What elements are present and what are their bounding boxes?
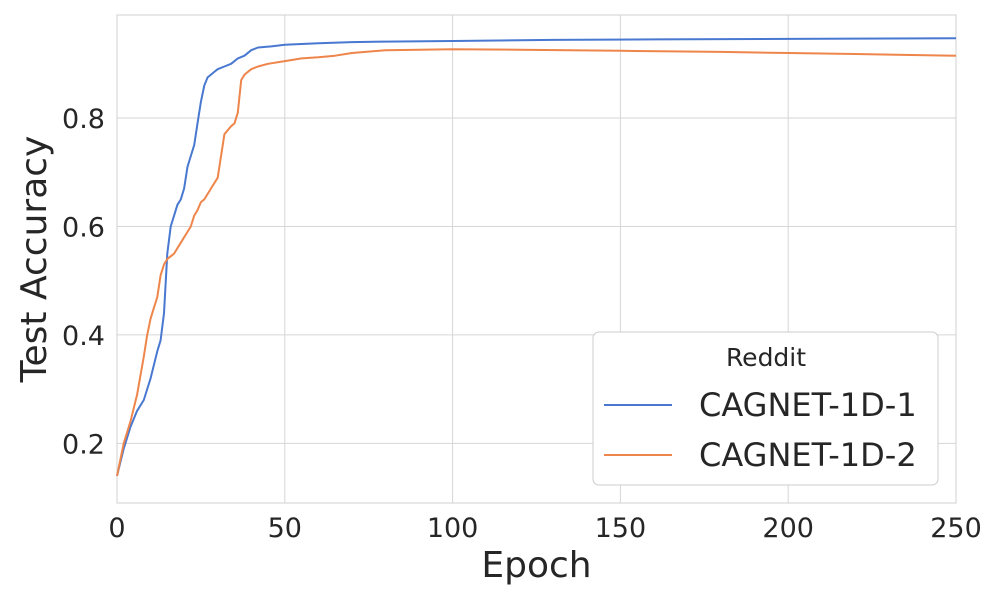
- legend-box: [592, 331, 939, 486]
- x-tick-label: 100: [427, 513, 479, 544]
- series-line-cagnet-1d-1: [116, 37, 957, 477]
- legend-label: CAGNET-1D-1: [699, 386, 917, 424]
- x-tick-label: 50: [268, 513, 302, 544]
- x-tick-labels: 0 50 100 150 200 250: [108, 513, 981, 544]
- legend-title: Reddit: [726, 343, 806, 372]
- y-tick-labels: 0.2 0.4 0.6 0.8: [62, 104, 105, 460]
- y-axis-title: Test Accuracy: [14, 136, 55, 384]
- plot-frame: [116, 14, 957, 504]
- x-tick-label: 200: [762, 513, 814, 544]
- y-tick-label: 0.2: [62, 429, 105, 460]
- legend: Reddit CAGNET-1D-1 CAGNET-1D-2: [592, 331, 939, 486]
- series-line-cagnet-1d-2: [116, 48, 957, 477]
- x-tick-label: 0: [108, 513, 125, 544]
- legend-label: CAGNET-1D-2: [699, 436, 917, 474]
- legend-items: CAGNET-1D-1 CAGNET-1D-2: [604, 386, 917, 474]
- y-tick-label: 0.8: [62, 104, 105, 135]
- x-axis-title: Epoch: [481, 545, 591, 586]
- y-tick-label: 0.6: [62, 212, 105, 243]
- x-tick-label: 150: [595, 513, 647, 544]
- x-tick-label: 250: [930, 513, 982, 544]
- series-layer: [116, 37, 957, 477]
- y-tick-label: 0.4: [62, 321, 105, 352]
